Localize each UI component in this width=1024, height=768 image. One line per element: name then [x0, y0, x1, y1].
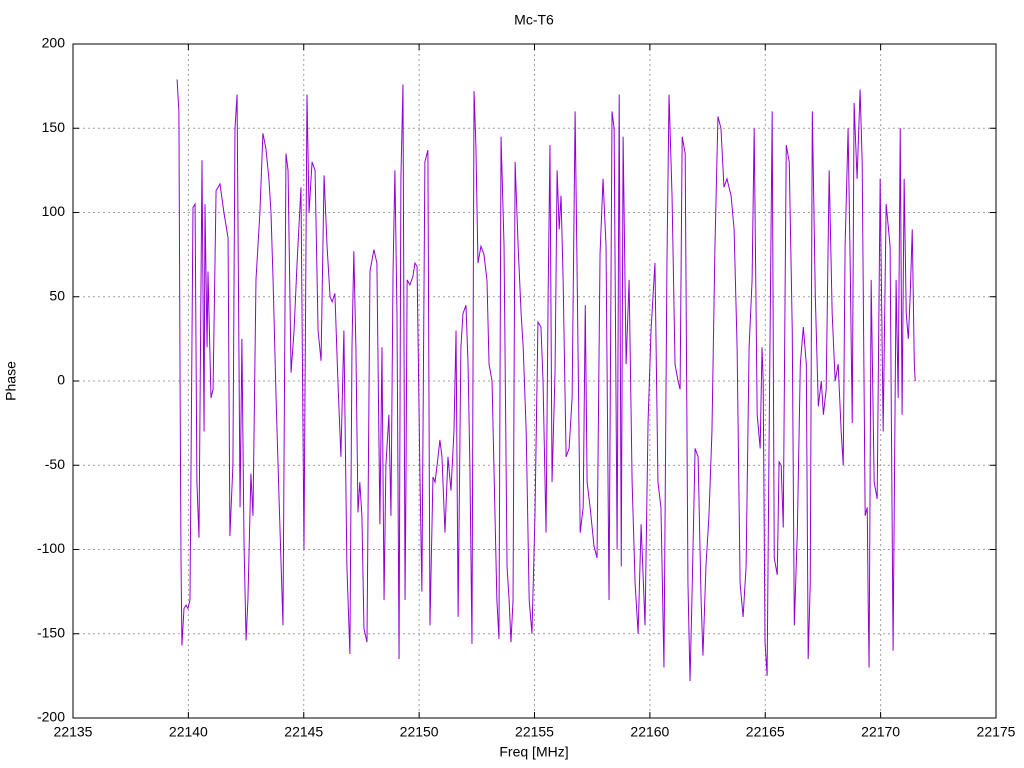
data-line	[176, 79, 916, 681]
y-axis-label: Phase	[3, 361, 19, 401]
x-axis-label: Freq [MHz]	[499, 744, 568, 760]
x-tick-label: 22170	[861, 724, 900, 740]
x-tick-label: 22135	[54, 724, 93, 740]
y-tick-label: -150	[37, 624, 65, 640]
y-tick-label: 0	[57, 372, 65, 388]
y-tick-label: -200	[37, 709, 65, 725]
y-tick-label: -100	[37, 540, 65, 556]
plot-border	[72, 43, 997, 719]
y-tick-label: 200	[42, 35, 66, 51]
x-tick-label: 22150	[400, 724, 439, 740]
chart-title: Mc-T6	[514, 12, 554, 28]
y-tick-label: -50	[45, 456, 65, 472]
x-tick-label: 22160	[630, 724, 669, 740]
y-tick-label: 50	[49, 287, 65, 303]
y-tick-label: 100	[42, 203, 66, 219]
x-tick-label: 22165	[746, 724, 785, 740]
x-tick-label: 22155	[515, 724, 554, 740]
x-tick-label: 22175	[977, 724, 1016, 740]
y-tick-label: 150	[42, 119, 66, 135]
x-tick-label: 22145	[284, 724, 323, 740]
x-tick-label: 22140	[169, 724, 208, 740]
